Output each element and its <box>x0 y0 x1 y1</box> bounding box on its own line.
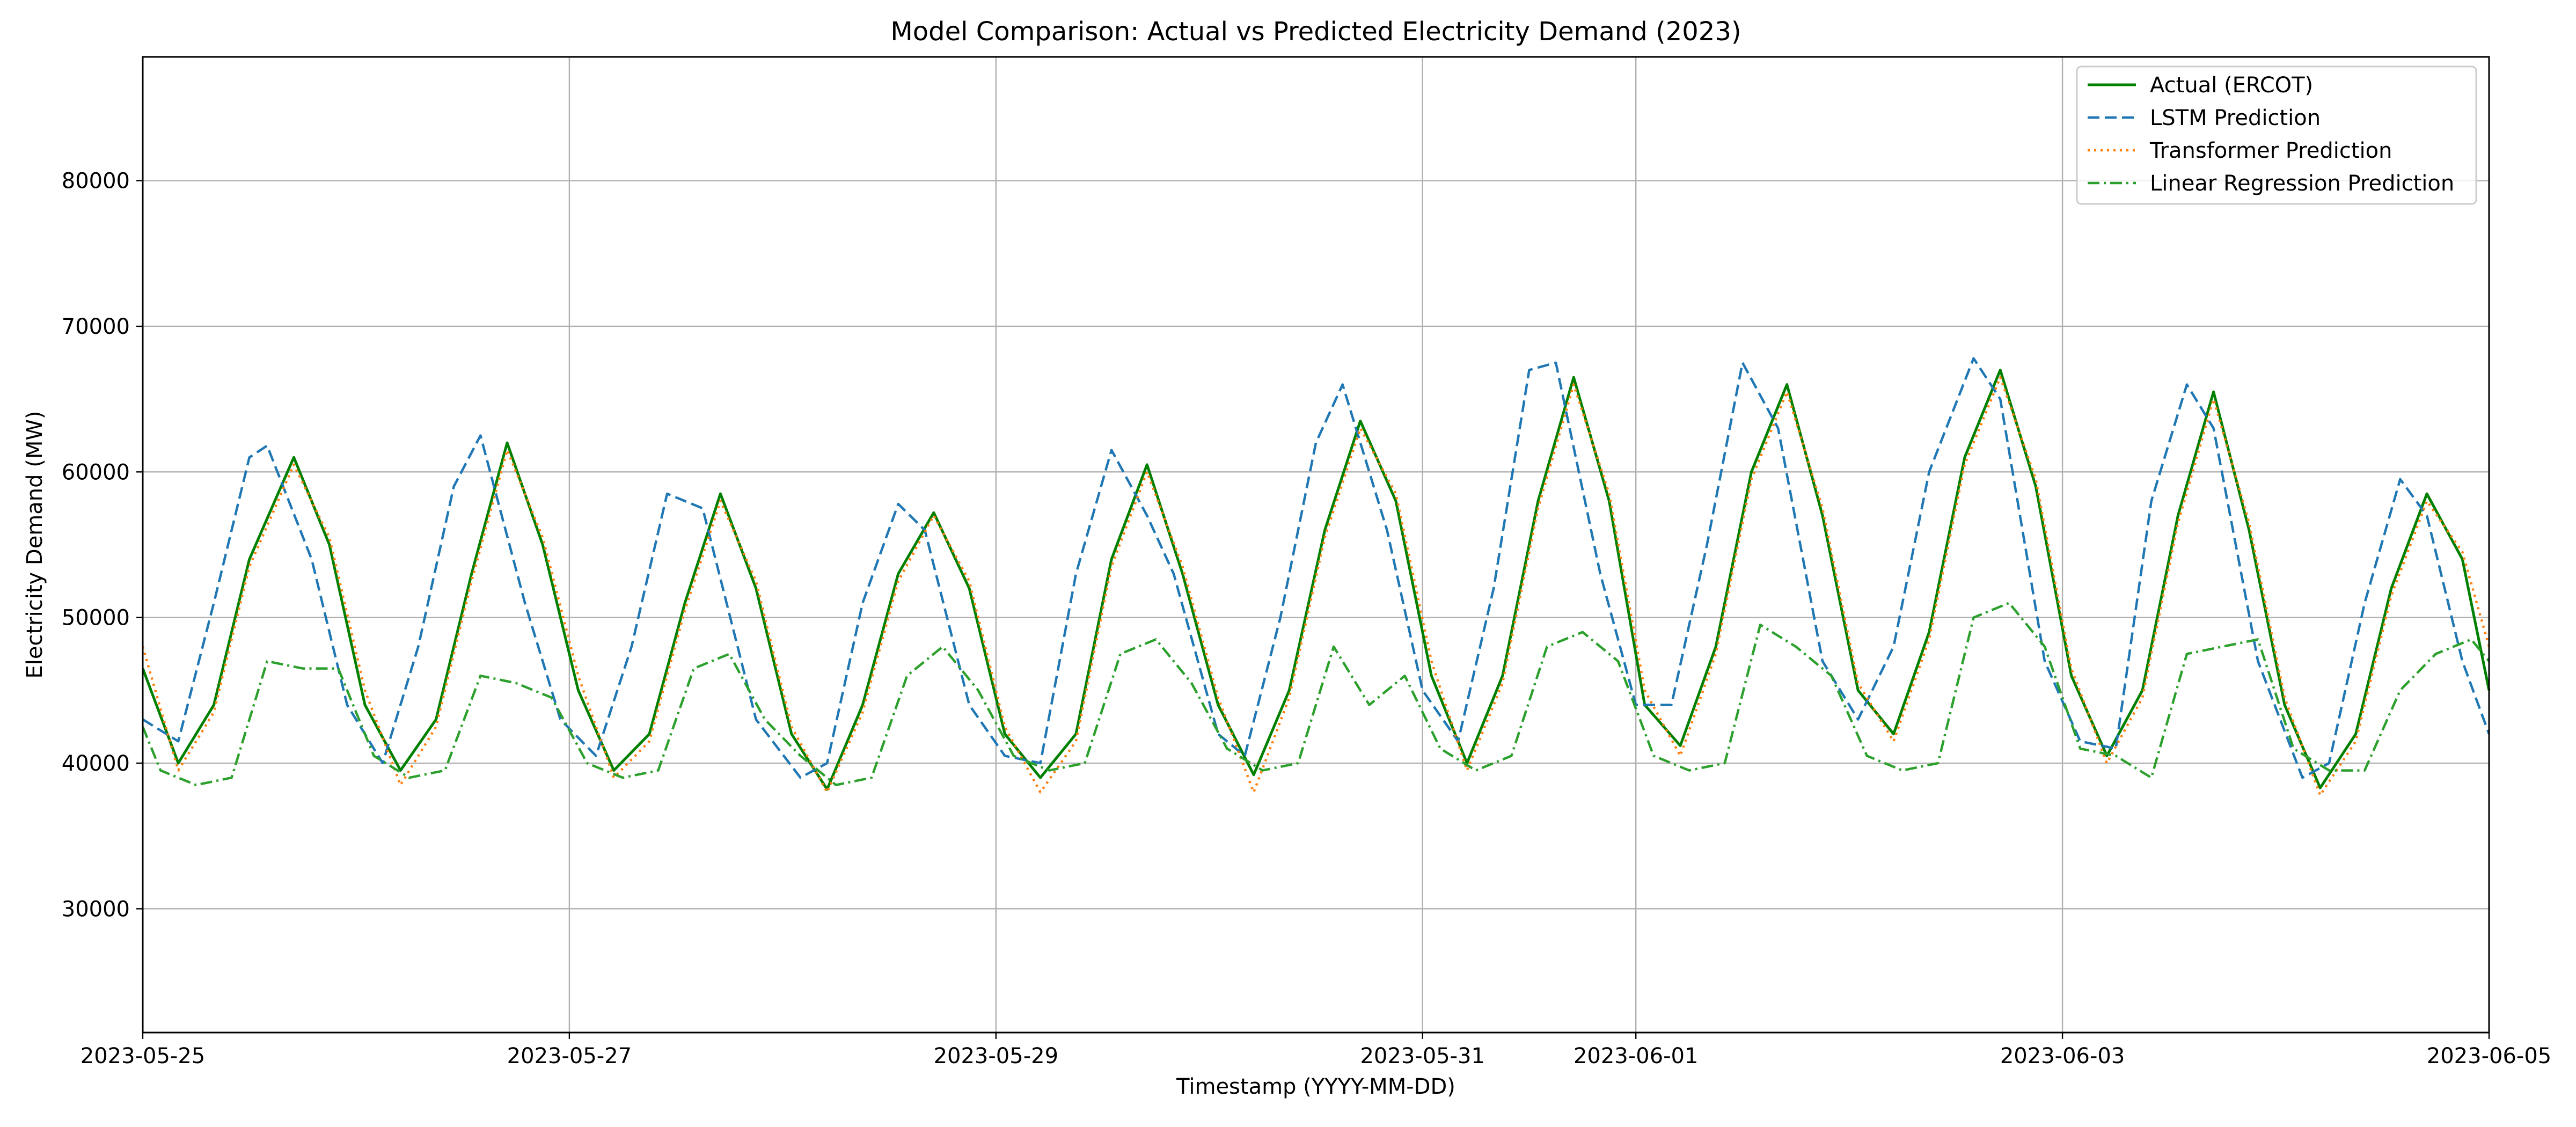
y-tick-label: 70000 <box>62 314 130 339</box>
chart-title: Model Comparison: Actual vs Predicted El… <box>890 17 1741 47</box>
plot-frame <box>142 56 2490 1034</box>
y-tick-label: 30000 <box>62 897 130 921</box>
x-axis-label: Timestamp (YYYY-MM-DD) <box>1176 1074 1455 1099</box>
y-tick-label: 80000 <box>62 169 130 194</box>
x-tick-label: 2023-05-25 <box>80 1044 205 1069</box>
series-line-2 <box>141 376 2491 796</box>
x-tick-label: 2023-05-27 <box>507 1044 632 1069</box>
y-axis-label: Electricity Demand (MW) <box>23 411 47 678</box>
grid <box>142 57 2490 1033</box>
series-line-1 <box>142 357 2491 779</box>
y-tick-label: 50000 <box>62 606 130 631</box>
x-tick-label: 2023-05-31 <box>1360 1044 1484 1069</box>
y-tick-label: 40000 <box>62 751 130 776</box>
x-tick-label: 2023-06-05 <box>2427 1044 2551 1069</box>
legend-label: Linear Regression Prediction <box>2150 171 2454 196</box>
legend-label: LSTM Prediction <box>2150 106 2321 130</box>
legend-box <box>2076 65 2477 205</box>
x-tick-label: 2023-06-03 <box>2000 1044 2125 1069</box>
series-lines <box>141 357 2491 796</box>
x-tick-label: 2023-05-29 <box>934 1044 1058 1069</box>
x-tick-label: 2023-06-01 <box>1574 1044 1698 1069</box>
y-tick-label: 60000 <box>62 460 130 485</box>
legend: Actual (ERCOT) LSTM Prediction Transformer… <box>2076 65 2477 205</box>
series-line-3 <box>141 602 2490 786</box>
legend-label: Actual (ERCOT) <box>2150 73 2313 98</box>
axis-ticks: 2023-05-25 2023-05-27 2023-05-29 2023-05-31… <box>62 169 2551 1069</box>
series-line-0 <box>141 368 2491 791</box>
legend-label: Transformer Prediction <box>2149 138 2392 163</box>
